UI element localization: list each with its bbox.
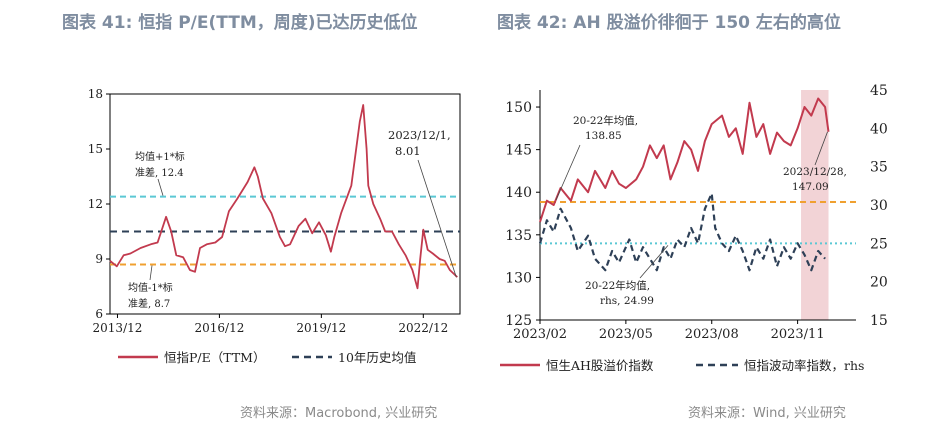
- left-annotation-last-line1: 2023/12/1,: [388, 128, 451, 142]
- right-y2-tick-label: 40: [870, 121, 888, 137]
- left-legend-mean-label: 10年历史均值: [338, 350, 416, 365]
- left-chart: 6 9 12 15 18 2013/12 2016/12 2019/12 2022/12 均值+1…: [88, 87, 461, 365]
- left-y-tick-label: 18: [88, 87, 103, 101]
- right-y2-tick-label: 15: [870, 313, 888, 329]
- left-legend-pe-label: 恒指P/E（TTM）: [164, 350, 265, 365]
- right-x-tick-label: 2023/08: [685, 327, 739, 342]
- right-annotation-last-line1: 2023/12/28,: [783, 166, 847, 178]
- right-chart-title: 图表 42: AH 股溢价徘徊于 150 左右的高位: [497, 13, 841, 33]
- left-y-tick-label: 9: [95, 252, 103, 266]
- left-annotation-lower-line1: 均值-1*标: [128, 281, 173, 294]
- right-chart: 125 130 135 140 145 150 15 20 25 30 35 40 45 2023/02 2…: [500, 83, 888, 373]
- right-legend-vol-label: 恒指波动率指数，rhs: [744, 358, 864, 373]
- right-x-tick-label: 2023/02: [513, 327, 567, 342]
- right-y-tick-label: 150: [505, 100, 532, 116]
- right-annotation-ah-mean-leader: [555, 144, 581, 201]
- left-annotation-upper-line1: 均值+1*标: [135, 150, 185, 163]
- right-y-tick-label: 130: [505, 270, 532, 286]
- right-shaded-region: [801, 90, 829, 320]
- left-annotation-last-leader: [417, 159, 457, 278]
- left-chart-title: 图表 41: 恒指 P/E(TTM，周度)已达历史低位: [62, 13, 418, 33]
- left-annotation-upper-leader: [157, 178, 164, 196]
- right-annotation-ah-mean-line1: 20-22年均值,: [573, 114, 638, 127]
- left-x-tick-label: 2016/12: [194, 321, 244, 335]
- right-annotation-vol-mean-leader: [639, 245, 669, 279]
- right-y2-tick-label: 35: [870, 160, 888, 176]
- left-y-tick-label: 12: [88, 197, 103, 211]
- left-annotation-lower-leader: [149, 265, 153, 281]
- right-vol-series-line: [538, 192, 826, 272]
- charts-canvas: 6 9 12 15 18 2013/12 2016/12 2019/12 2022/12 均值+1…: [88, 83, 888, 373]
- left-x-tick-label: 2013/12: [93, 321, 143, 335]
- right-y2-tick-label: 25: [870, 236, 888, 252]
- right-source-note: 资料来源：Wind, 兴业研究: [688, 406, 846, 421]
- right-y2-tick-label: 30: [870, 198, 888, 214]
- right-annotation-last-line2: 147.09: [792, 181, 829, 193]
- left-y-tick-label: 15: [88, 142, 103, 156]
- right-x-tick-label: 2023/05: [599, 327, 653, 342]
- left-annotation-upper-line2: 准差, 12.4: [135, 166, 184, 179]
- left-x-tick-label: 2019/12: [296, 321, 346, 335]
- right-annotation-ah-mean-line2: 138.85: [585, 130, 622, 142]
- right-legend-ah-label: 恒生AH股溢价指数: [546, 358, 654, 373]
- right-y2-tick-label: 45: [870, 83, 888, 99]
- left-annotation-last-line2: 8.01: [395, 144, 421, 158]
- right-annotation-last-leader: [814, 131, 828, 166]
- right-y-tick-label: 145: [505, 143, 532, 159]
- left-y-tick-label: 6: [95, 307, 103, 321]
- left-annotation-lower-line2: 准差, 8.7: [128, 297, 170, 310]
- right-y-tick-label: 140: [505, 185, 532, 201]
- right-y-tick-label: 135: [505, 228, 532, 244]
- left-source-note: 资料来源：Macrobond, 兴业研究: [240, 406, 438, 421]
- left-plot-frame: [109, 93, 461, 315]
- right-y2-tick-label: 20: [870, 275, 888, 291]
- right-x-tick-label: 2023/11: [771, 327, 825, 342]
- right-ah-series-line: [539, 97, 830, 223]
- right-y-tick-label: 125: [505, 313, 532, 329]
- right-annotation-vol-mean-line1: 20-22年均值,: [585, 279, 650, 292]
- right-annotation-vol-mean-line2: rhs, 24.99: [600, 295, 654, 307]
- left-pe-series-line: [109, 104, 458, 290]
- left-x-tick-label: 2022/12: [398, 321, 448, 335]
